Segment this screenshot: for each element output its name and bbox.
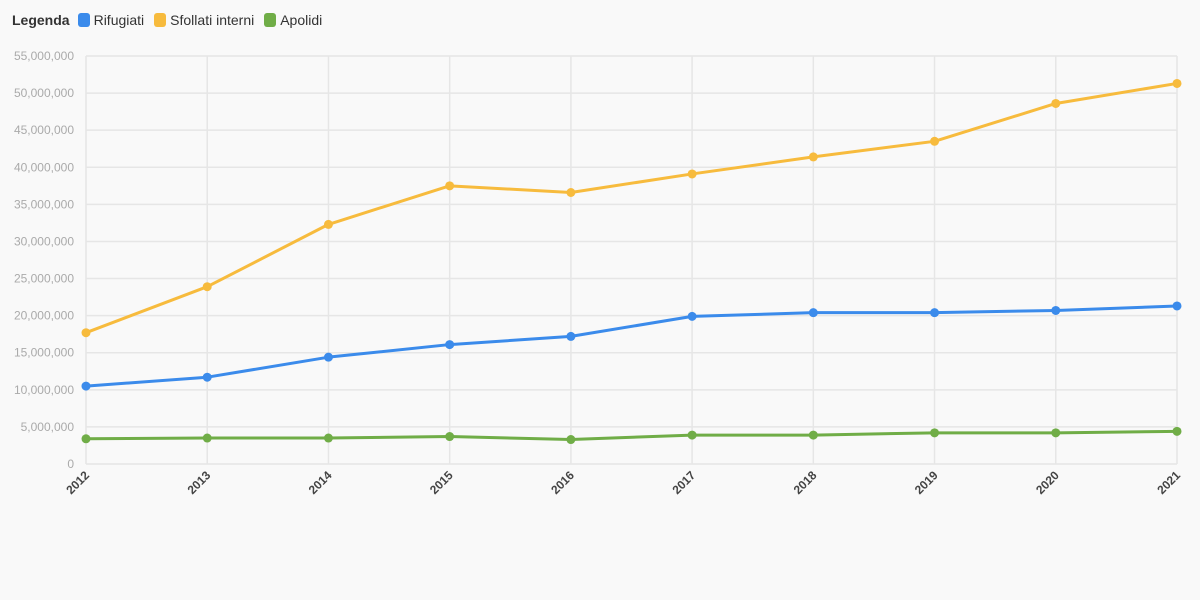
data-point-rifugiati — [687, 311, 697, 321]
data-point-rifugiati — [323, 352, 333, 362]
x-tick-label: 2016 — [548, 468, 577, 497]
y-tick-label: 25,000,000 — [14, 272, 74, 286]
legend-label-apolidi: Apolidi — [280, 12, 323, 28]
x-tick-label: 2013 — [185, 468, 214, 497]
y-tick-label: 40,000,000 — [14, 160, 74, 174]
data-point-apolidi — [687, 430, 697, 440]
data-point-sfollati-interni — [323, 219, 333, 229]
x-tick-label: 2018 — [791, 468, 820, 497]
data-point-rifugiati — [81, 381, 91, 391]
data-point-apolidi — [202, 433, 212, 443]
legend-label-sfollati-interni: Sfollati interni — [170, 12, 255, 28]
x-tick-label: 2015 — [427, 468, 456, 497]
x-tick-label: 2021 — [1154, 468, 1183, 497]
data-point-apolidi — [1051, 428, 1061, 438]
legend: Legenda Rifugiati Sfollati interni Apoli… — [12, 12, 326, 28]
data-point-apolidi — [81, 434, 91, 444]
data-point-rifugiati — [808, 308, 818, 318]
data-point-sfollati-interni — [1051, 98, 1061, 108]
x-tick-label: 2019 — [912, 468, 941, 497]
data-point-rifugiati — [930, 308, 940, 318]
data-point-sfollati-interni — [808, 152, 818, 162]
legend-title: Legenda — [12, 12, 70, 28]
data-point-rifugiati — [445, 340, 455, 350]
data-point-rifugiati — [1172, 301, 1182, 311]
data-point-apolidi — [808, 430, 818, 440]
series-line-rifugiati — [84, 304, 1179, 388]
y-tick-label: 5,000,000 — [21, 420, 75, 434]
y-tick-label: 50,000,000 — [14, 86, 74, 100]
data-point-sfollati-interni — [202, 282, 212, 292]
y-tick-label: 45,000,000 — [14, 123, 74, 137]
legend-swatch-rifugiati — [77, 13, 90, 27]
data-point-apolidi — [445, 432, 455, 442]
data-point-apolidi — [566, 435, 576, 445]
legend-item-sfollati-interni[interactable]: Sfollati interni — [154, 12, 254, 28]
x-tick-label: 2012 — [63, 468, 92, 497]
legend-item-apolidi[interactable]: Apolidi — [264, 12, 322, 28]
data-point-rifugiati — [202, 372, 212, 382]
y-tick-label: 30,000,000 — [14, 234, 74, 248]
data-point-sfollati-interni — [687, 169, 697, 179]
data-point-sfollati-interni — [1172, 78, 1182, 88]
data-point-sfollati-interni — [81, 328, 91, 338]
data-point-sfollati-interni — [930, 136, 940, 146]
data-point-sfollati-interni — [445, 181, 455, 191]
y-tick-label: 15,000,000 — [14, 346, 74, 360]
y-tick-label: 0 — [67, 457, 74, 471]
data-point-apolidi — [1172, 426, 1182, 436]
data-point-sfollati-interni — [566, 187, 576, 197]
data-point-rifugiati — [1051, 305, 1061, 315]
y-tick-label: 20,000,000 — [14, 309, 74, 323]
data-point-apolidi — [930, 428, 940, 438]
legend-item-rifugiati[interactable]: Rifugiati — [77, 12, 145, 28]
legend-label-rifugiati: Rifugiati — [93, 12, 145, 28]
legend-swatch-apolidi — [264, 13, 277, 27]
x-tick-label: 2020 — [1033, 468, 1062, 497]
y-tick-label: 55,000,000 — [14, 49, 74, 63]
legend-swatch-sfollati-interni — [154, 13, 167, 27]
series-line-sfollati-interni — [84, 81, 1179, 335]
series-line-apolidi — [84, 429, 1179, 442]
x-tick-label: 2017 — [669, 468, 698, 497]
y-tick-label: 10,000,000 — [14, 383, 74, 397]
x-tick-label: 2014 — [306, 468, 335, 497]
y-tick-label: 35,000,000 — [14, 197, 74, 211]
data-point-rifugiati — [566, 331, 576, 341]
data-point-apolidi — [323, 433, 333, 443]
